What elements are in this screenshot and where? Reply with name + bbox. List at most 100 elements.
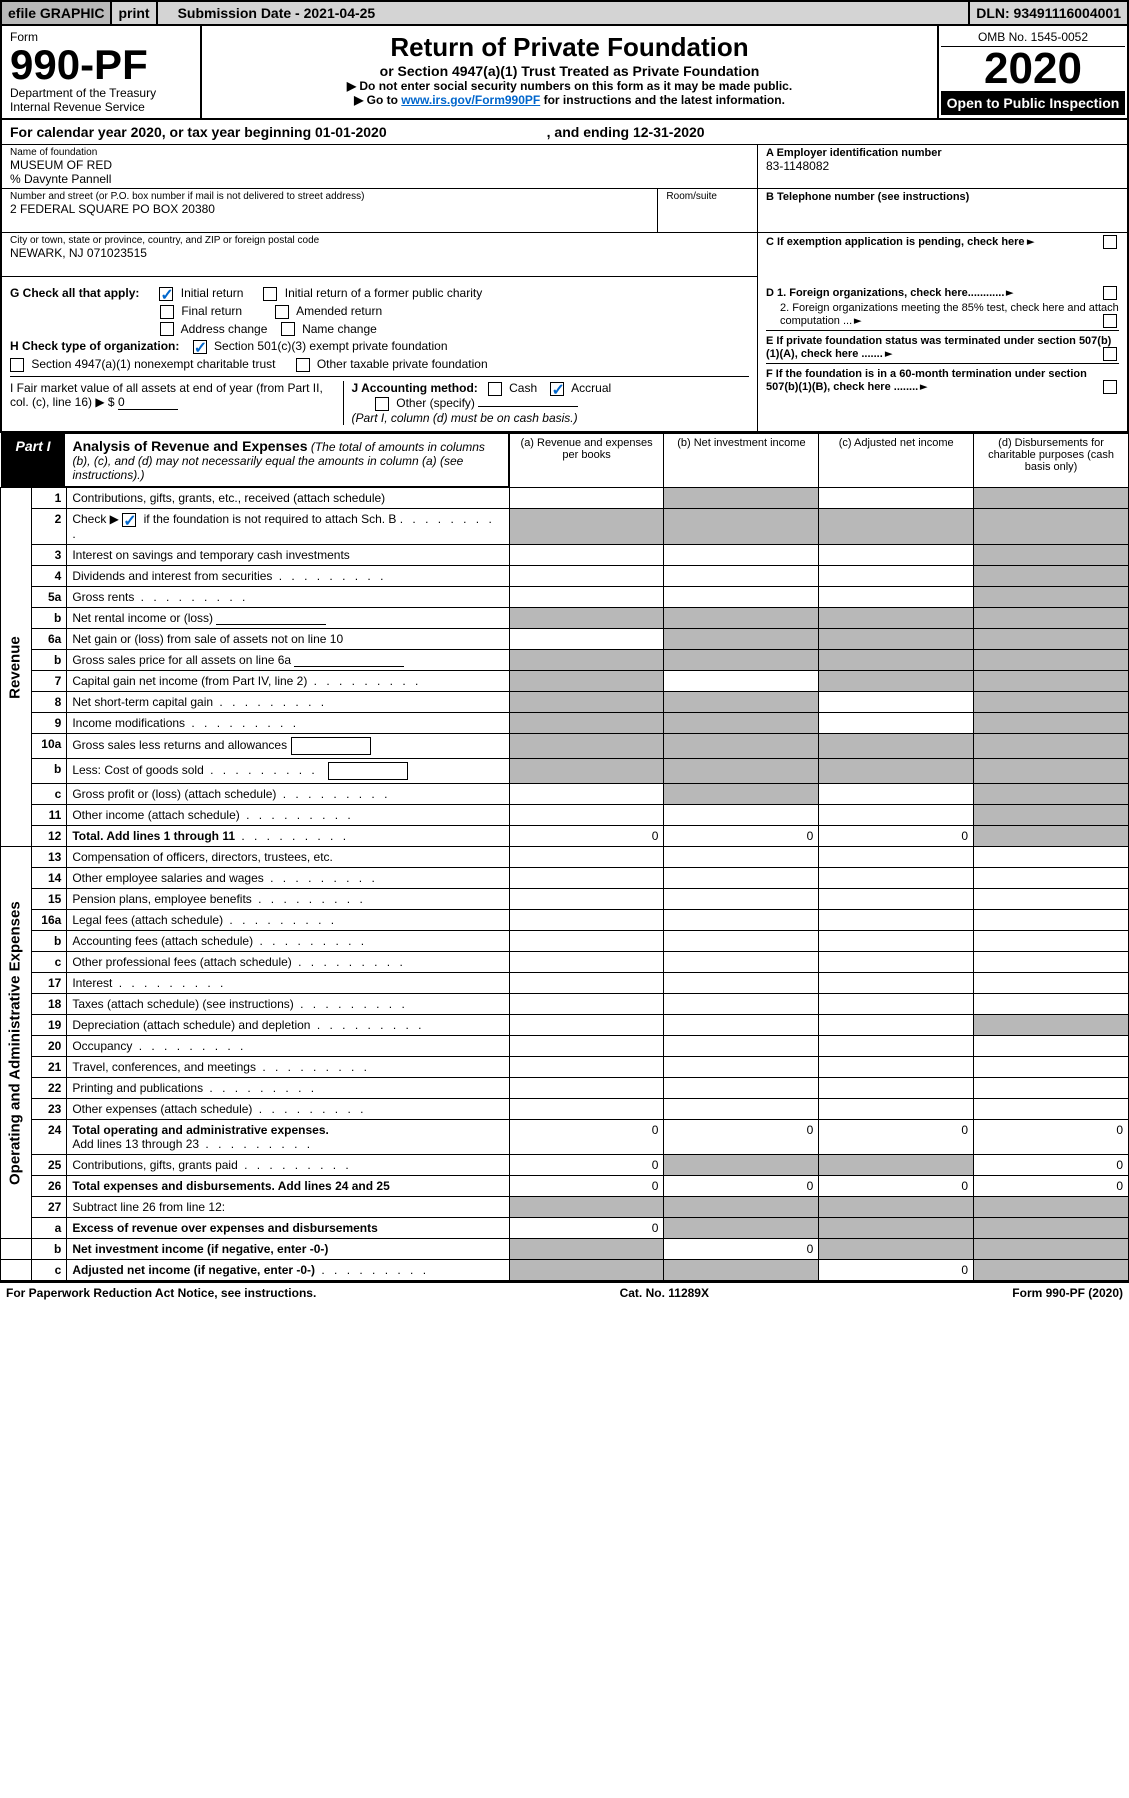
- r24-b: 0: [664, 1120, 819, 1155]
- row-19: 19Depreciation (attach schedule) and dep…: [1, 1015, 1129, 1036]
- lineno: 13: [31, 847, 66, 868]
- c-checkbox[interactable]: [1103, 235, 1117, 249]
- row-desc: Total. Add lines 1 through 11: [67, 826, 509, 847]
- i-block: I Fair market value of all assets at end…: [10, 381, 343, 425]
- r8-text: Net short-term capital gain: [72, 695, 213, 709]
- f-checkbox[interactable]: [1103, 380, 1117, 394]
- print-link[interactable]: print: [112, 2, 157, 24]
- lineno: 17: [31, 973, 66, 994]
- lineno: 27: [31, 1197, 66, 1218]
- tax-year: 2020: [941, 47, 1125, 91]
- r27c-text: Adjusted net income (if negative, enter …: [72, 1263, 315, 1277]
- part-header-row: Part I Analysis of Revenue and Expenses …: [1, 433, 1129, 488]
- header-note2: ▶ Go to www.irs.gov/Form990PF for instru…: [212, 93, 927, 107]
- j-other-checkbox[interactable]: [375, 397, 389, 411]
- r18-text: Taxes (attach schedule) (see instruction…: [72, 997, 293, 1011]
- row-desc: Contributions, gifts, grants, etc., rece…: [67, 488, 509, 509]
- r19-text: Depreciation (attach schedule) and deple…: [72, 1018, 310, 1032]
- ein-row: A Employer identification number 83-1148…: [758, 145, 1127, 189]
- h-4947-checkbox[interactable]: [10, 358, 24, 372]
- g-initial-former-checkbox[interactable]: [263, 287, 277, 301]
- row-desc: Contributions, gifts, grants paid: [67, 1155, 509, 1176]
- j-other-blank: [478, 406, 578, 407]
- j-cash-checkbox[interactable]: [488, 382, 502, 396]
- row-24: 24Total operating and administrative exp…: [1, 1120, 1129, 1155]
- dln: DLN: 93491116004001: [970, 2, 1127, 24]
- row-desc: Gross sales price for all assets on line…: [67, 650, 509, 671]
- e-line: E If private foundation status was termi…: [766, 330, 1119, 360]
- row-10b: bLess: Cost of goods sold: [1, 759, 1129, 784]
- row-desc: Net investment income (if negative, ente…: [67, 1239, 509, 1260]
- j-accrual-checkbox[interactable]: [550, 382, 564, 396]
- g-label: G Check all that apply:: [10, 286, 139, 300]
- row-desc: Other expenses (attach schedule): [67, 1099, 509, 1120]
- room-suite-label: Room/suite: [657, 189, 757, 232]
- row-desc: Taxes (attach schedule) (see instruction…: [67, 994, 509, 1015]
- lineno: c: [31, 952, 66, 973]
- e-checkbox[interactable]: [1103, 347, 1117, 361]
- g-amended-checkbox[interactable]: [275, 305, 289, 319]
- g-final-checkbox[interactable]: [160, 305, 174, 319]
- g-opt-former: Initial return of a former public charit…: [285, 286, 482, 300]
- row-1: Revenue 1 Contributions, gifts, grants, …: [1, 488, 1129, 509]
- r24-a: 0: [509, 1120, 664, 1155]
- telephone-row: B Telephone number (see instructions): [758, 189, 1127, 233]
- arrow-icon: ▸: [885, 347, 893, 360]
- row-desc: Accounting fees (attach schedule): [67, 931, 509, 952]
- irs-link[interactable]: www.irs.gov/Form990PF: [401, 93, 540, 107]
- row-desc: Other income (attach schedule): [67, 805, 509, 826]
- city-label: City or town, state or province, country…: [10, 235, 749, 246]
- row-desc: Adjusted net income (if negative, enter …: [67, 1260, 509, 1281]
- g-initial-return-checkbox[interactable]: [159, 287, 173, 301]
- r7-text: Capital gain net income (from Part IV, l…: [72, 674, 307, 688]
- footer-mid: Cat. No. 11289X: [620, 1286, 709, 1300]
- lineno: 16a: [31, 910, 66, 931]
- lineno: c: [31, 784, 66, 805]
- g-opt-final: Final return: [181, 304, 242, 318]
- h-other-checkbox[interactable]: [296, 358, 310, 372]
- part1-desc: Analysis of Revenue and Expenses (The to…: [65, 434, 508, 486]
- d1-checkbox[interactable]: [1103, 286, 1117, 300]
- address-row: Number and street (or P.O. box number if…: [2, 189, 757, 233]
- header-note1: ▶ Do not enter social security numbers o…: [212, 79, 927, 93]
- ghij-block: G Check all that apply: Initial return I…: [0, 277, 1129, 433]
- col-a-header: (a) Revenue and expenses per books: [509, 433, 664, 488]
- part1-header: Part I Analysis of Revenue and Expenses …: [1, 433, 509, 487]
- form-title: Return of Private Foundation: [212, 32, 927, 63]
- row-desc: Total expenses and disbursements. Add li…: [67, 1176, 509, 1197]
- lineno: 3: [31, 545, 66, 566]
- row-desc: Pension plans, employee benefits: [67, 889, 509, 910]
- h-501c3-checkbox[interactable]: [193, 340, 207, 354]
- r27c-c: 0: [819, 1260, 974, 1281]
- row-desc: Gross sales less returns and allowances: [67, 734, 509, 759]
- h-opt-4947: Section 4947(a)(1) nonexempt charitable …: [31, 357, 275, 371]
- j-label: J Accounting method:: [352, 381, 478, 395]
- lineno: b: [31, 608, 66, 629]
- g-line: G Check all that apply: Initial return I…: [10, 286, 749, 301]
- d2-checkbox[interactable]: [1103, 314, 1117, 328]
- identity-block: Name of foundation MUSEUM OF RED % Davyn…: [0, 145, 1129, 277]
- row-23: 23Other expenses (attach schedule): [1, 1099, 1129, 1120]
- row-27: 27Subtract line 26 from line 12:: [1, 1197, 1129, 1218]
- arrow-icon: ▸: [920, 380, 928, 393]
- name-label: Name of foundation: [10, 147, 749, 158]
- r24-d: 0: [974, 1120, 1129, 1155]
- identity-right: A Employer identification number 83-1148…: [757, 145, 1127, 277]
- arrow-icon: ▸: [1006, 286, 1014, 299]
- g-name-checkbox[interactable]: [281, 322, 295, 336]
- j-opt-accrual: Accrual: [571, 381, 611, 395]
- d2-line: 2. Foreign organizations meeting the 85%…: [766, 302, 1119, 327]
- r2-checkbox[interactable]: [122, 513, 136, 527]
- r17-text: Interest: [72, 976, 112, 990]
- h-line: H Check type of organization: Section 50…: [10, 339, 749, 354]
- g-opt-amended: Amended return: [296, 304, 382, 318]
- g-address-checkbox[interactable]: [160, 322, 174, 336]
- ghij-right: D 1. Foreign organizations, check here..…: [757, 277, 1127, 431]
- r27b-b: 0: [664, 1239, 819, 1260]
- footer-left: For Paperwork Reduction Act Notice, see …: [6, 1286, 316, 1300]
- row-desc: Gross rents: [67, 587, 509, 608]
- r14-text: Other employee salaries and wages: [72, 871, 263, 885]
- identity-left: Name of foundation MUSEUM OF RED % Davyn…: [2, 145, 757, 277]
- ij-row: I Fair market value of all assets at end…: [10, 376, 749, 425]
- irs-label: Internal Revenue Service: [10, 100, 192, 114]
